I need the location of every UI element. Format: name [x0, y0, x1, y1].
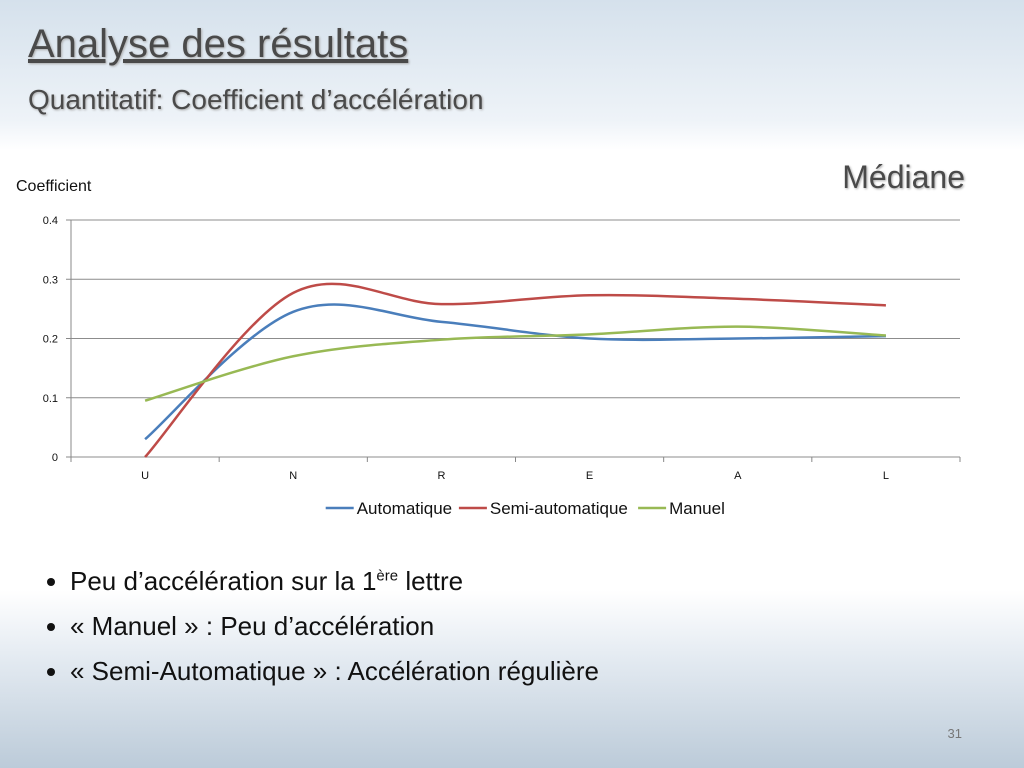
x-tick-label: R [437, 470, 445, 482]
x-tick-label: E [586, 470, 593, 482]
annotation: Médiane [842, 159, 965, 195]
x-tick-label: L [883, 470, 889, 482]
bullet-text: « Manuel » : Peu d’accélération [70, 611, 435, 641]
y-tick-label: 0 [52, 452, 58, 464]
series-line [144, 282, 886, 458]
y-tick-label: 0.2 [43, 334, 58, 346]
bullet: Peu d’accélération sur la 1ère lettre [70, 566, 599, 597]
series-line [144, 325, 886, 402]
bullet-text: lettre [398, 566, 464, 596]
slide-subtitle: Quantitatif: Coefficient d’accélération [28, 84, 484, 115]
x-tick-label: A [734, 470, 742, 482]
y-tick-label: 0.4 [43, 215, 58, 227]
page-number: 31 [947, 726, 962, 741]
bullet: « Manuel » : Peu d’accélération [70, 611, 599, 642]
x-tick-label: N [289, 470, 297, 482]
chart: Coefficient Médiane 0 0.1 0.2 0.3 0.4 U N R E A L Aut… [16, 159, 965, 518]
legend-label: Semi-automatique [490, 499, 628, 518]
slide-title: Analyse des résultats [28, 22, 409, 66]
superscript: ère [376, 567, 399, 585]
bullet-text: « Semi-Automatique » : Accélération régu… [70, 656, 599, 686]
legend-label: Automatique [357, 499, 452, 518]
x-tick-label: U [141, 470, 149, 482]
bullet-list: Peu d’accélération sur la 1ère lettre « … [40, 566, 599, 701]
bullet-text: Peu d’accélération sur la 1 [70, 566, 377, 596]
y-axis-title: Coefficient [16, 178, 92, 195]
bullet: « Semi-Automatique » : Accélération régu… [70, 656, 599, 687]
legend-label: Manuel [669, 499, 725, 518]
y-tick-label: 0.3 [43, 274, 58, 286]
series-line [144, 303, 886, 441]
y-tick-label: 0.1 [43, 393, 58, 405]
